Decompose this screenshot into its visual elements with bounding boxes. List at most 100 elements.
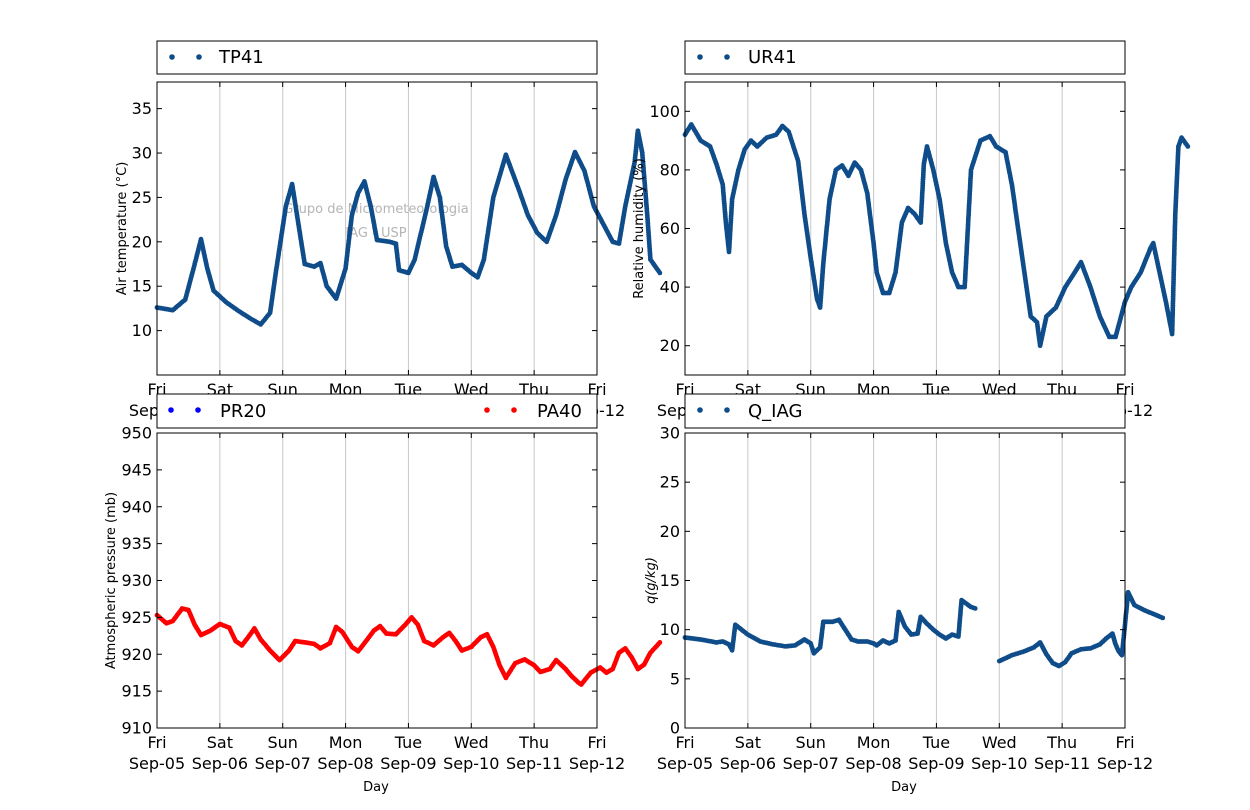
legend-marker	[168, 407, 174, 413]
y-tick-label: 15	[660, 571, 680, 590]
x-axis-label: Day	[363, 780, 389, 795]
y-ticks: 10 15 20 25 30 35	[132, 99, 597, 340]
panel-atmospheric-pressure: 910 915 920 925 930 935 940 945 950 Fri Sep-05 Sat…	[104, 424, 663, 795]
x-tick-date: Sep-10	[971, 754, 1027, 773]
y-axis-label: Air temperature (°C)	[115, 162, 130, 296]
y-tick-label: 915	[121, 682, 152, 701]
x-ticks: FriSep-05SatSep-06SunSep-07MonSep-08TueS…	[129, 433, 625, 773]
legend-marker	[484, 407, 490, 413]
x-tick-date: Sep-07	[783, 754, 839, 773]
data-point	[657, 640, 663, 645]
legend-box	[684, 393, 1126, 429]
x-axis-label: Day	[891, 780, 917, 795]
x-tick-day: Fri	[147, 733, 166, 752]
y-tick-label: 20	[660, 522, 680, 541]
plot-frame	[684, 432, 1126, 729]
x-tick-date: Sep-06	[720, 754, 776, 773]
panel-relative-humidity: UR41 20 40 60 80 100 FriSep-05SatSep-06SunSe…	[632, 40, 1191, 420]
x-tick-day: Tue	[394, 733, 422, 752]
watermark-line-1: Grupo de Micrometeorologia	[283, 202, 469, 217]
data-point	[657, 270, 663, 276]
data-point	[1185, 144, 1191, 149]
legend-marker	[697, 407, 703, 413]
x-tick-date: Sep-08	[845, 754, 901, 773]
y-ticks: 20 40 60 80 100	[649, 102, 1125, 355]
legend-marker	[195, 407, 201, 413]
x-tick-day: Mon	[857, 733, 891, 752]
x-tick-day: Tue	[922, 733, 950, 752]
legend-box	[156, 393, 598, 429]
y-tick-label: 5	[670, 669, 680, 688]
panel-specific-humidity: 0 5 10 15 20 25 30 Fri Sep-05 Sat Sep-06 Sun Sep-07…	[644, 424, 1166, 795]
y-tick-label: 100	[649, 102, 680, 121]
x-tick-day: Fri	[675, 733, 694, 752]
x-tick-date: Sep-10	[443, 754, 499, 773]
grid	[747, 433, 1063, 728]
data-points	[154, 606, 663, 687]
x-ticks: FriSep-05SatSep-06SunSep-07MonSep-08TueS…	[657, 82, 1153, 420]
legend-pressure: PR20 PA40	[156, 393, 598, 429]
y-tick-label: 950	[121, 424, 152, 443]
legend-label-ur41: UR41	[748, 47, 797, 68]
y-tick-label: 920	[121, 645, 152, 664]
x-tick-date: Sep-12	[569, 754, 625, 773]
plot-frame	[156, 81, 598, 376]
data-points	[154, 128, 663, 327]
y-tick-label: 20	[660, 336, 680, 355]
y-axis-label: Atmospheric pressure (mb)	[104, 492, 119, 669]
y-tick-label: 910	[121, 719, 152, 738]
data-point	[1160, 615, 1166, 621]
x-tick-day: Sat	[207, 733, 233, 752]
y-tick-label: 15	[132, 277, 152, 296]
y-tick-label: 10	[660, 620, 680, 639]
y-ticks: 910 915 920 925 930 935 940 945 950	[121, 424, 597, 738]
legend-marker	[196, 54, 202, 60]
legend-marker	[697, 54, 703, 60]
x-ticks: FriSep-05SatSep-06SunSep-07MonSep-08TueS…	[657, 433, 1153, 773]
x-tick-day: Mon	[329, 733, 363, 752]
y-tick-label: 935	[121, 534, 152, 553]
legend-marker	[724, 54, 730, 60]
x-tick-date: Sep-11	[506, 754, 562, 773]
x-tick-date: Sep-09	[380, 754, 436, 773]
x-tick-date: Sep-05	[129, 754, 185, 773]
y-tick-label: 0	[670, 719, 680, 738]
data-points	[682, 589, 1166, 669]
x-tick-day: Wed	[982, 733, 1017, 752]
x-tick-day: Thu	[518, 733, 549, 752]
x-tick-day: Wed	[454, 733, 489, 752]
y-tick-label: 35	[132, 99, 152, 118]
x-tick-date: Sep-05	[657, 754, 713, 773]
legend-label-pr20: PR20	[220, 401, 266, 422]
y-tick-label: 30	[132, 144, 152, 163]
y-tick-label: 80	[660, 160, 680, 179]
x-tick-date: Sep-06	[192, 754, 248, 773]
y-tick-label: 930	[121, 571, 152, 590]
grid	[219, 433, 535, 728]
x-tick-date: Sep-09	[908, 754, 964, 773]
y-tick-label: 940	[121, 497, 152, 516]
x-tick-date: Sep-11	[1034, 754, 1090, 773]
x-tick-day: Thu	[1046, 733, 1077, 752]
y-tick-label: 925	[121, 608, 152, 627]
x-tick-date: Sep-12	[1097, 754, 1153, 773]
panel-air-temperature: TP41 Grupo de Micrometeorologia IAG - US…	[115, 40, 663, 420]
grid	[747, 82, 1063, 375]
y-tick-label: 945	[121, 460, 152, 479]
legend-q: Q_IAG	[684, 393, 1126, 429]
data-point	[972, 606, 978, 611]
y-axis-label: Relative humidity (%)	[632, 158, 647, 299]
legend-marker	[511, 407, 517, 413]
plot-frame	[684, 81, 1126, 376]
legend-box	[156, 40, 598, 75]
legend-label-pa40: PA40	[537, 401, 582, 422]
legend-label-tp41: TP41	[218, 47, 264, 68]
x-tick-date: Sep-07	[255, 754, 311, 773]
x-tick-day: Sun	[795, 733, 825, 752]
data-points	[682, 122, 1191, 349]
y-axis-label: q(g/kg)	[644, 557, 659, 604]
x-tick-day: Fri	[587, 733, 606, 752]
legend-label-q-iag: Q_IAG	[748, 401, 802, 422]
y-tick-label: 10	[132, 321, 152, 340]
